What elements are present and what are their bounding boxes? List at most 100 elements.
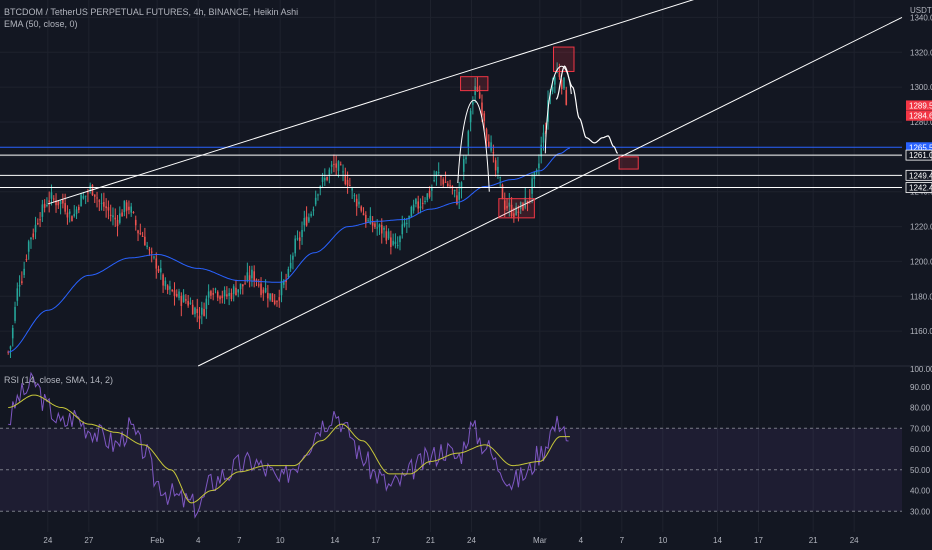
candle-body xyxy=(41,204,44,217)
price-tick-label: 1320.0 xyxy=(910,48,932,57)
grid-lines xyxy=(0,0,932,532)
candle-body xyxy=(210,291,212,296)
rsi-tick-label: 60.00 xyxy=(910,445,931,454)
candle-body xyxy=(109,214,112,216)
candle-body xyxy=(280,280,283,296)
candle-body xyxy=(7,351,9,353)
candle-body xyxy=(264,287,267,293)
candle-body xyxy=(522,202,524,211)
candle-body xyxy=(365,214,367,224)
candle-body xyxy=(524,197,527,208)
date-tick-label: 17 xyxy=(371,536,380,545)
candle-body xyxy=(219,296,221,300)
candle-body xyxy=(380,224,383,234)
rsi-pane[interactable] xyxy=(0,371,902,519)
candle-body xyxy=(198,315,201,319)
candle-body xyxy=(417,201,419,209)
candle-body xyxy=(189,302,192,304)
candle-body xyxy=(80,194,82,207)
candle-body xyxy=(178,291,180,298)
rsi-tick-label: 40.00 xyxy=(910,487,931,496)
rsi-tick-label: 80.00 xyxy=(910,404,931,413)
candlestick-series[interactable] xyxy=(7,62,568,358)
candle-body xyxy=(408,215,410,219)
date-tick-label: 4 xyxy=(579,536,584,545)
candle-body xyxy=(360,206,363,211)
date-tick-label: 21 xyxy=(426,536,435,545)
date-tick-label: 7 xyxy=(620,536,625,545)
candle-body xyxy=(73,213,76,217)
candle-body xyxy=(57,201,60,206)
candle-body xyxy=(276,301,278,303)
candle-body xyxy=(71,216,73,222)
candle-body xyxy=(100,202,103,204)
candle-body xyxy=(9,346,12,349)
candle-body xyxy=(230,292,233,299)
candle-body xyxy=(424,200,426,202)
candle-body xyxy=(492,152,495,154)
candle-body xyxy=(278,297,281,301)
candle-body xyxy=(428,190,431,197)
price-tag-label: 1261.0 xyxy=(909,151,932,160)
candle-body xyxy=(540,144,542,157)
candle-body xyxy=(294,238,296,254)
candle-body xyxy=(435,171,438,177)
candle-body xyxy=(355,198,358,207)
candle-body xyxy=(392,240,394,245)
candle-body xyxy=(310,213,312,216)
candle-body xyxy=(396,245,399,247)
candle-body xyxy=(226,294,228,297)
candle-body xyxy=(112,215,114,218)
candle-body xyxy=(37,223,39,225)
candle-body xyxy=(342,171,344,173)
candle-body xyxy=(11,327,14,339)
candle-body xyxy=(48,200,50,203)
candle-body xyxy=(298,237,301,242)
candle-body xyxy=(253,271,255,282)
candle-body xyxy=(201,307,203,315)
candle-body xyxy=(515,206,517,216)
candle-body xyxy=(207,291,210,298)
candle-body xyxy=(308,217,310,222)
candle-body xyxy=(383,227,385,230)
ema-legend[interactable]: EMA (50, close, 0) xyxy=(4,19,78,29)
highlight-box xyxy=(618,156,639,170)
candle-body xyxy=(23,268,25,275)
candle-body xyxy=(260,283,262,295)
drawing-overlays xyxy=(0,0,903,367)
candle-body xyxy=(205,298,208,309)
candle-body xyxy=(68,211,71,214)
candle-body xyxy=(146,245,148,247)
rsi-tick-label: 50.00 xyxy=(910,466,931,475)
candle-body xyxy=(358,201,360,205)
candle-body xyxy=(191,304,194,315)
candle-body xyxy=(185,299,187,301)
candle-body xyxy=(333,163,335,165)
rsi-legend[interactable]: RSI (14, close, SMA, 14, 2) xyxy=(4,375,114,385)
candle-body xyxy=(166,285,169,291)
candle-body xyxy=(472,102,474,105)
candle-body xyxy=(458,191,460,200)
candle-body xyxy=(130,206,132,213)
candle-body xyxy=(84,195,87,197)
projection-path xyxy=(555,65,619,154)
candle-body xyxy=(456,195,458,205)
rsi-tick-label: 90.00 xyxy=(910,383,931,392)
candle-body xyxy=(385,231,388,241)
candle-body xyxy=(326,177,328,180)
price-tag-label: 1289.5 xyxy=(909,101,932,110)
candle-body xyxy=(519,202,522,210)
candle-body xyxy=(558,72,561,77)
candle-body xyxy=(107,207,110,211)
candle-body xyxy=(137,230,139,234)
symbol-legend[interactable]: BTCDOM / TetherUS PERPETUAL FUTURES, 4h,… xyxy=(4,7,299,17)
candle-body xyxy=(335,163,337,168)
candle-body xyxy=(262,289,265,294)
candle-body xyxy=(403,222,406,226)
candle-body xyxy=(351,188,353,191)
candle-body xyxy=(180,295,183,306)
candle-body xyxy=(160,268,162,273)
candle-body xyxy=(369,215,372,224)
